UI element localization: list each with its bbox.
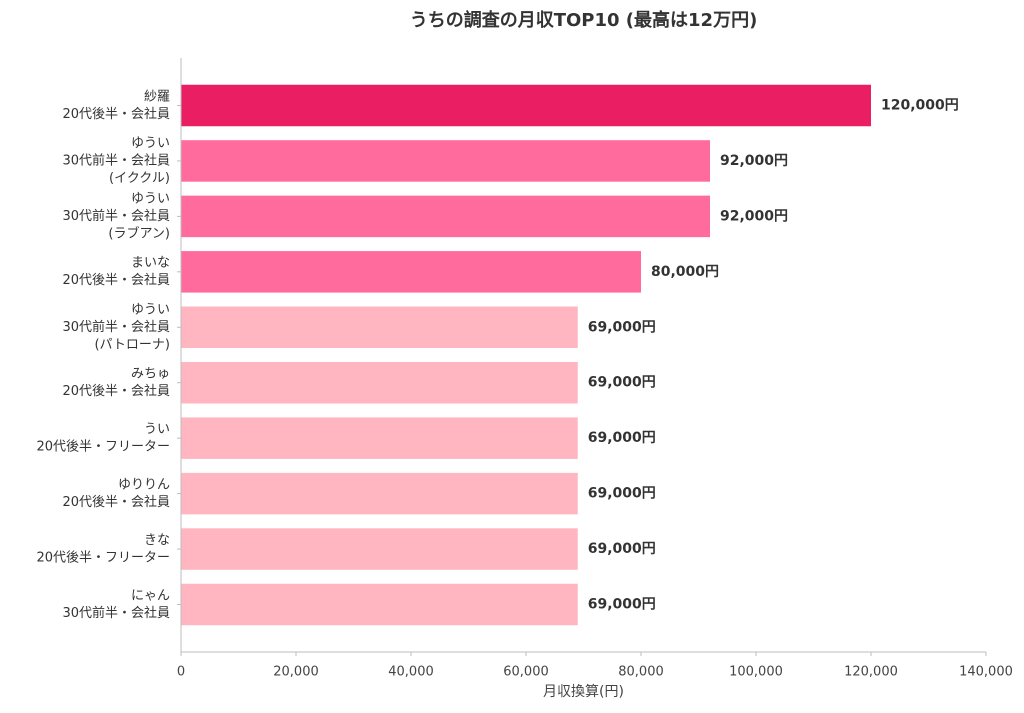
bar-value-label-6: 69,000円	[588, 375, 656, 391]
bar-value-label-9: 69,000円	[588, 541, 656, 557]
y-tick-label-9: きな 20代後半・フリーター	[36, 533, 170, 566]
y-tick-label-line: ゆうい	[131, 136, 170, 151]
bar-value-label-2: 92,000円	[720, 153, 788, 169]
y-tick-label-line: 紗羅	[144, 89, 170, 104]
y-tick-label-line: ゆうい	[131, 191, 170, 206]
bar-10	[181, 583, 578, 626]
bar-value-label-10: 69,000円	[588, 597, 656, 613]
y-tick-label-5: ゆうい 30代前半・会社員 (パトローナ)	[62, 302, 170, 352]
bar-value-label-7: 69,000円	[588, 430, 656, 446]
y-tick-label-3: ゆうい 30代前半・会社員(ラブアン)	[62, 191, 170, 241]
bar-value-label-1: 120,000円	[881, 98, 959, 114]
y-tick-label-6: みちゅ 20代後半・会社員	[62, 366, 170, 399]
y-tick-label-8: ゆりりん 20代後半・会社員	[62, 477, 170, 510]
y-tick-label-line: (パトローナ)	[94, 337, 170, 352]
y-tick-label-line: (イククル)	[109, 171, 170, 186]
bar-value-label-5: 69,000円	[588, 319, 656, 335]
x-axis-label: 月収換算(円)	[543, 684, 624, 700]
y-tick-label-line: ゆうい	[131, 302, 170, 317]
x-tick-label: 60,000	[503, 665, 549, 680]
x-tick-label: 40,000	[388, 665, 434, 680]
y-tick-label-7: うい 20代後半・フリーター	[36, 422, 170, 455]
y-tick-label-line: 20代後半・会社員	[62, 106, 170, 122]
y-tick-label-line: きな	[144, 533, 170, 548]
x-tick-label: 100,000	[729, 665, 783, 680]
y-tick-label-line: 30代前半・会社員	[62, 208, 170, 224]
y-tick-label-10: にゃん 30代前半・会社員	[62, 588, 170, 621]
value-labels-group: 120,000円 92,000円 92,000円 80,000円 69,000円 69,0…	[588, 98, 959, 613]
x-tick-label: 20,000	[273, 665, 319, 680]
bar-5	[181, 306, 578, 349]
y-tick-label-line: 30代前半・会社員	[62, 605, 170, 621]
y-tick-label-line: にゃん	[131, 588, 170, 603]
bar-value-label-8: 69,000円	[588, 486, 656, 502]
y-tick-label-line: 20代後半・会社員	[62, 272, 170, 288]
bar-9	[181, 528, 578, 570]
x-ticks-group: 0 20,000 40,000 60,000 80,000 100,000 120,000 1…	[177, 652, 1013, 680]
y-tick-label-line: 20代後半・会社員	[62, 494, 170, 510]
y-tick-label-line: 20代後半・会社員	[62, 383, 170, 399]
bar-value-label-3: 92,000円	[720, 208, 788, 224]
bar-1	[181, 84, 871, 127]
y-tick-label-line: 20代後半・フリーター	[36, 439, 170, 454]
y-tick-label-line: 20代後半・フリーター	[36, 550, 170, 565]
chart-title: うちの調査の月収TOP10 (最高は12万円)	[410, 9, 758, 31]
y-tick-label-4: まいな 20代後半・会社員	[62, 256, 170, 289]
bar-6	[181, 361, 578, 404]
bar-8	[181, 472, 578, 515]
bar-3	[181, 195, 710, 238]
y-tick-label-1: 紗羅 20代後半・会社員	[62, 89, 170, 122]
y-tick-label-2: ゆうい 30代前半・会社員 (イククル)	[62, 136, 170, 186]
x-tick-label: 140,000	[959, 665, 1013, 680]
x-tick-label: 0	[177, 665, 185, 680]
x-tick-label: 120,000	[844, 665, 898, 680]
bar-4	[181, 251, 641, 293]
bar-2	[181, 140, 710, 182]
bar-7	[181, 417, 578, 459]
y-tick-label-line: 30代前半・会社員	[62, 152, 170, 168]
y-tick-label-line: 30代前半・会社員	[62, 319, 170, 335]
y-tick-label-line: まいな	[131, 256, 170, 271]
y-tick-label-line: うい	[144, 422, 170, 437]
bars-group	[181, 84, 871, 626]
x-tick-label: 80,000	[618, 665, 664, 680]
y-tick-label-line: みちゅ	[131, 366, 170, 381]
y-tick-label-line: (ラブアン)	[108, 225, 170, 241]
y-tick-label-line: ゆりりん	[118, 477, 170, 492]
bar-value-label-4: 80,000円	[651, 264, 719, 280]
